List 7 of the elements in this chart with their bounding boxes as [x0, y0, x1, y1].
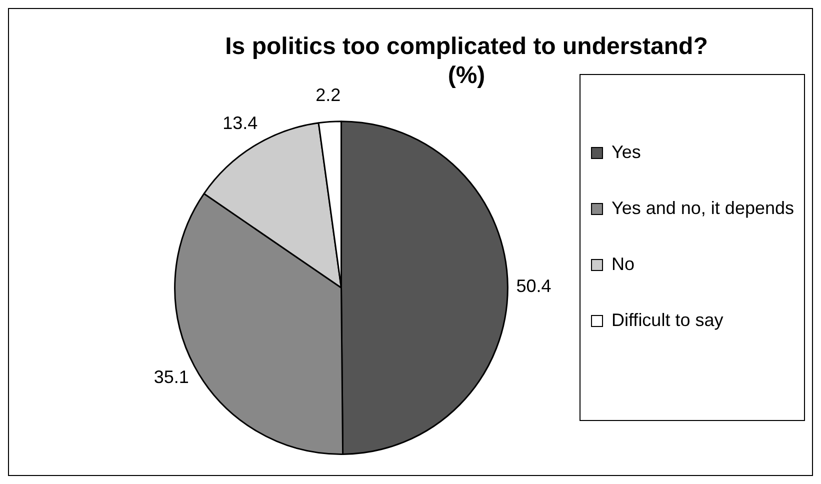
- data-label: 35.1: [154, 367, 189, 388]
- legend-label: Yes and no, it depends: [612, 198, 794, 218]
- legend-label: Yes: [612, 142, 641, 162]
- legend-label: Difficult to say: [612, 310, 724, 330]
- data-label: 13.4: [222, 113, 258, 134]
- legend-label: No: [612, 254, 635, 274]
- data-label: 50.4: [516, 276, 552, 296]
